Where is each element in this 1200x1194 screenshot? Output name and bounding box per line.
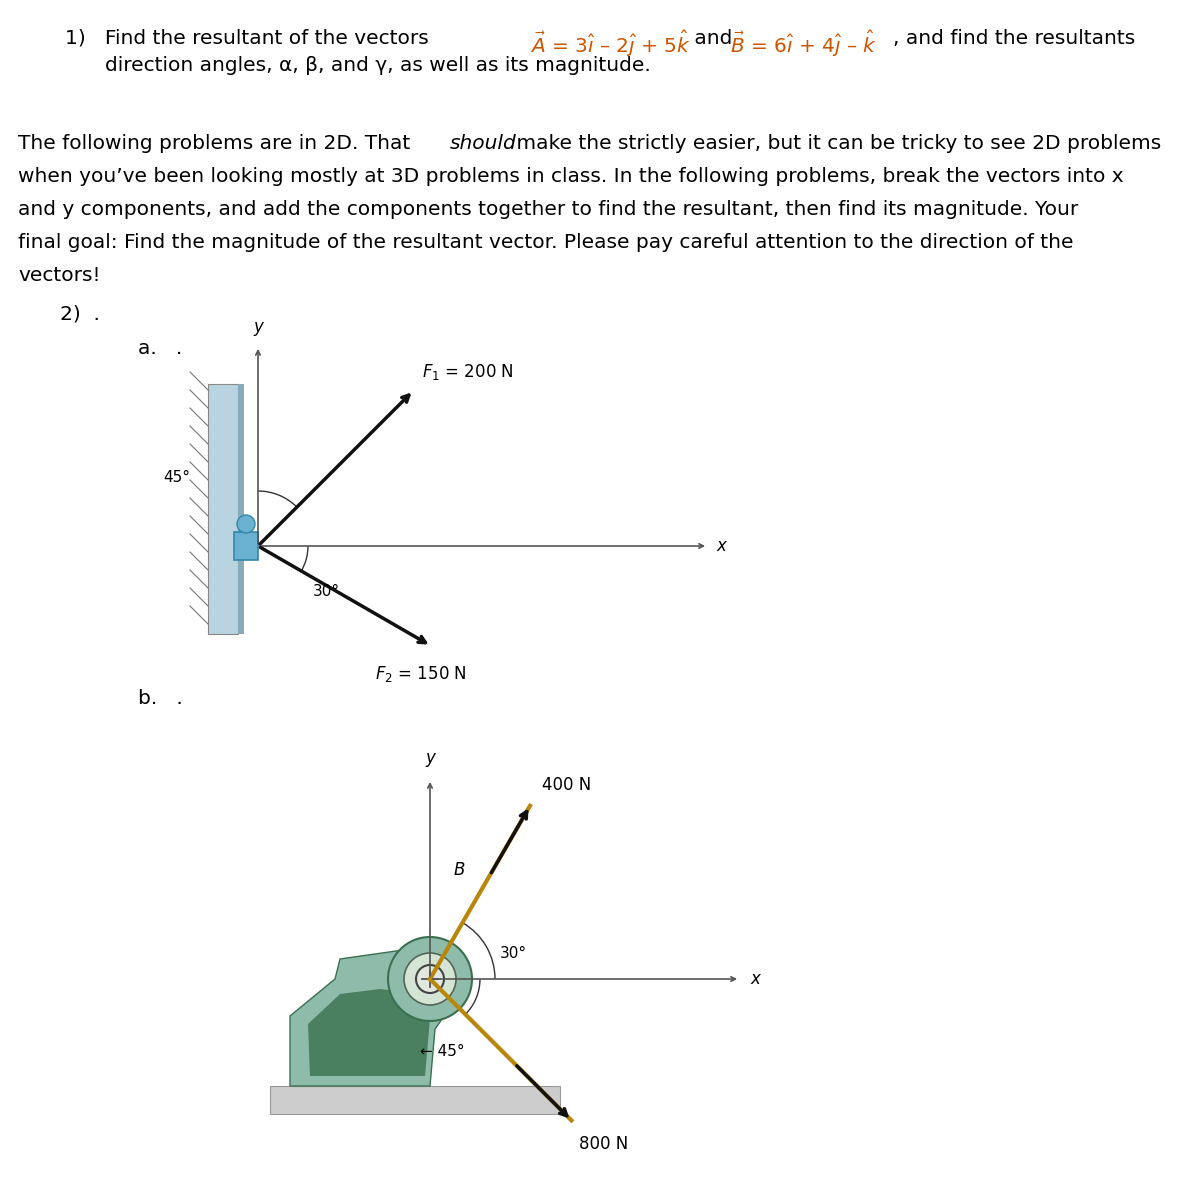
Circle shape <box>238 515 256 533</box>
Text: 2)  .: 2) . <box>60 304 100 324</box>
Text: b.   .: b. . <box>138 689 182 708</box>
Text: direction angles, α, β, and γ, as well as its magnitude.: direction angles, α, β, and γ, as well a… <box>106 56 650 75</box>
Polygon shape <box>308 989 430 1076</box>
Text: 800 N: 800 N <box>580 1135 629 1153</box>
Text: final goal: Find the magnitude of the resultant vector. Please pay careful atten: final goal: Find the magnitude of the re… <box>18 233 1074 252</box>
Circle shape <box>416 965 444 993</box>
Text: x: x <box>750 970 760 987</box>
Text: y: y <box>425 749 434 767</box>
Text: $F_1$ = 200 N: $F_1$ = 200 N <box>421 363 514 382</box>
Text: and: and <box>688 29 739 48</box>
Text: x: x <box>716 537 726 555</box>
Text: $\vec{B}$ = 6$\hat{\imath}$ + 4$\hat{\jmath}$ – $\hat{k}$: $\vec{B}$ = 6$\hat{\imath}$ + 4$\hat{\jm… <box>730 29 877 59</box>
Text: a.   .: a. . <box>138 339 182 358</box>
Text: 400 N: 400 N <box>542 776 592 794</box>
Bar <box>208 384 238 634</box>
Bar <box>238 384 244 634</box>
Text: y: y <box>253 318 263 336</box>
Text: when you’ve been looking mostly at 3D problems in class. In the following proble: when you’ve been looking mostly at 3D pr… <box>18 167 1123 186</box>
Text: should: should <box>450 134 517 153</box>
Circle shape <box>404 953 456 1005</box>
Text: The following problems are in 2D. That: The following problems are in 2D. That <box>18 134 416 153</box>
Text: make the strictly easier, but it can be tricky to see 2D problems: make the strictly easier, but it can be … <box>510 134 1162 153</box>
Text: and y components, and add the components together to find the resultant, then fi: and y components, and add the components… <box>18 201 1079 219</box>
Bar <box>234 533 258 560</box>
Polygon shape <box>290 949 460 1087</box>
Text: , and find the resultants: , and find the resultants <box>893 29 1135 48</box>
Text: vectors!: vectors! <box>18 266 101 285</box>
Text: ← 45°: ← 45° <box>420 1044 464 1059</box>
Text: 45°: 45° <box>163 470 190 486</box>
Text: 30°: 30° <box>313 584 340 599</box>
Circle shape <box>388 937 472 1021</box>
Bar <box>270 1087 560 1114</box>
Text: B: B <box>454 861 466 879</box>
Text: 1)   Find the resultant of the vectors: 1) Find the resultant of the vectors <box>65 29 436 48</box>
Text: $F_2$ = 150 N: $F_2$ = 150 N <box>376 664 467 684</box>
Text: $\vec{A}$ = 3$\hat{\imath}$ – 2$\hat{\jmath}$ + 5$\hat{k}$: $\vec{A}$ = 3$\hat{\imath}$ – 2$\hat{\jm… <box>530 29 691 59</box>
Text: 30°: 30° <box>500 946 527 961</box>
